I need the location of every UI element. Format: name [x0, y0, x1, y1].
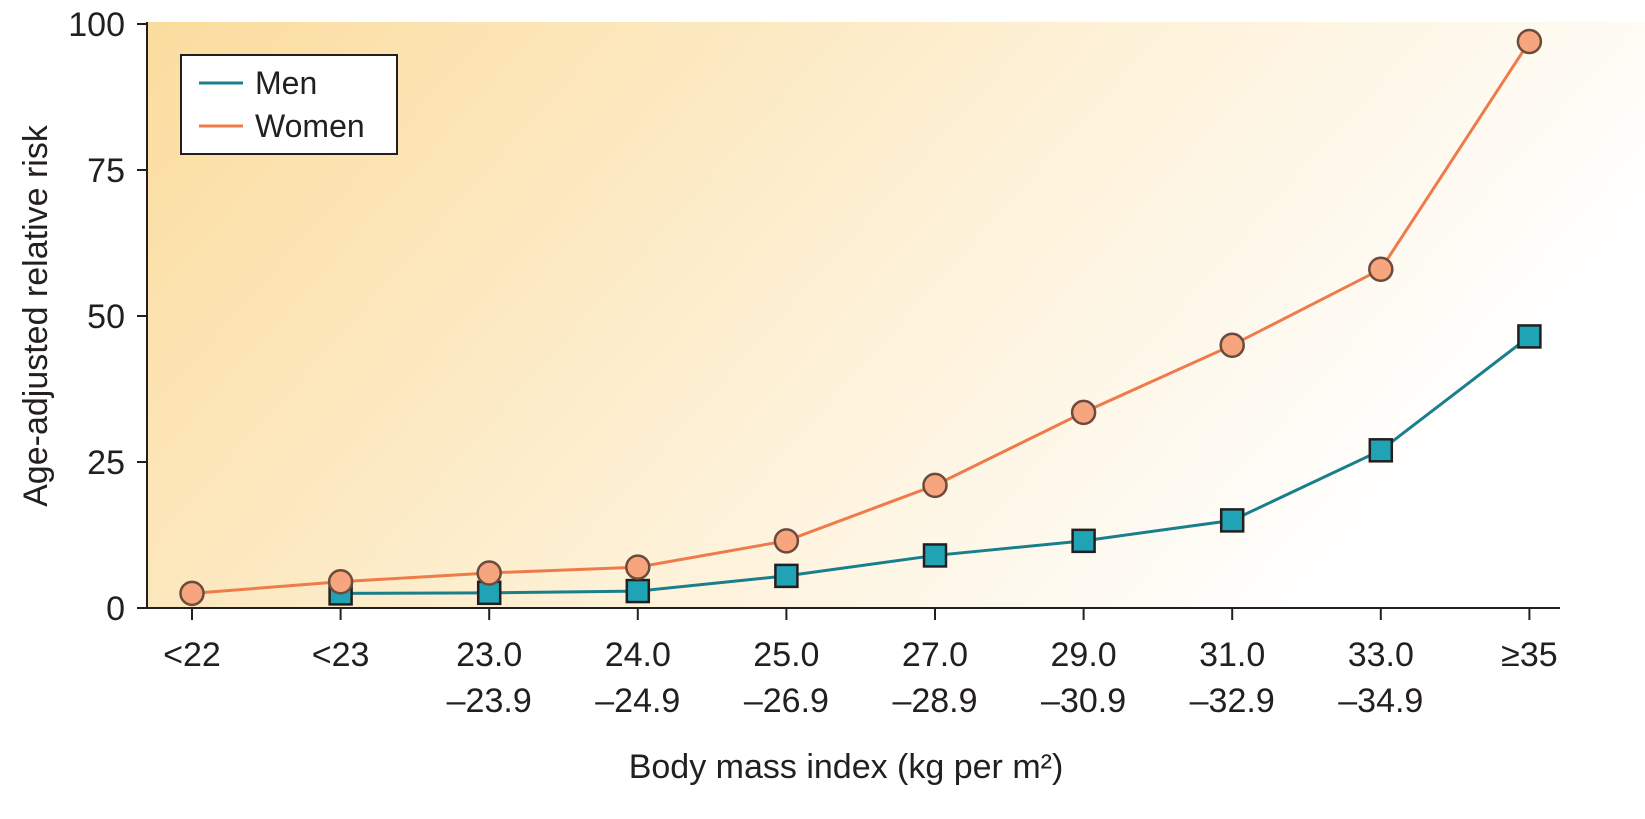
men-point: [774, 563, 799, 589]
y-tick-label: 0: [106, 590, 125, 628]
y-axis-title: Age-adjusted relative risk: [17, 124, 55, 507]
women-point: [1070, 399, 1097, 426]
men-point: [625, 578, 651, 604]
series-layer: [179, 28, 1543, 607]
men-point: [1071, 528, 1096, 554]
x-tick-label: –23.9: [447, 682, 532, 720]
axes: 0 25 50 75 100 <22 <23 23.0 –23.9 24.0 –24.9 25.0 –2…: [68, 6, 1560, 720]
men-point: [1219, 508, 1245, 533]
legend: Men Women: [180, 54, 398, 155]
x-tick-label: –30.9: [1041, 682, 1126, 720]
women-point: [625, 554, 651, 580]
men-point: [922, 543, 948, 568]
x-tick-label: 23.0: [456, 636, 522, 674]
women-point: [1219, 332, 1245, 358]
men-point: [1368, 438, 1394, 463]
legend-box: [180, 54, 398, 155]
women-point: [922, 472, 948, 499]
women-series-line: [191, 40, 1531, 595]
legend-men-label: Men: [255, 65, 317, 101]
x-tick-label: 33.0: [1348, 636, 1414, 674]
y-tick-label: 75: [87, 152, 125, 190]
y-tick-label: 25: [87, 444, 125, 482]
x-tick-label: –34.9: [1338, 682, 1423, 720]
men-point: [1517, 324, 1542, 349]
women-point: [327, 568, 354, 595]
x-tick-label: 29.0: [1051, 636, 1117, 674]
x-tick-label: 25.0: [753, 636, 819, 674]
women-point: [773, 528, 800, 554]
legend-women-label: Women: [255, 108, 365, 144]
x-tick-label: –26.9: [744, 682, 829, 720]
x-tick-label: 24.0: [605, 636, 671, 674]
women-point: [179, 580, 205, 607]
x-tick-label: –32.9: [1190, 682, 1275, 720]
y-tick-label: 50: [87, 298, 125, 336]
x-tick-label: –28.9: [892, 682, 977, 720]
x-axis-title: Body mass index (kg per m²): [629, 748, 1064, 786]
women-point: [476, 560, 502, 586]
women-point: [1516, 28, 1543, 55]
x-tick-label: ≥35: [1501, 636, 1557, 674]
x-tick-label: <22: [163, 636, 221, 674]
x-tick-label: 27.0: [902, 636, 968, 674]
y-tick-label: 100: [68, 6, 125, 44]
x-tick-label: 31.0: [1199, 636, 1265, 674]
x-tick-label: –24.9: [595, 682, 680, 720]
x-tick-label: <23: [312, 636, 370, 674]
women-point: [1368, 256, 1394, 283]
